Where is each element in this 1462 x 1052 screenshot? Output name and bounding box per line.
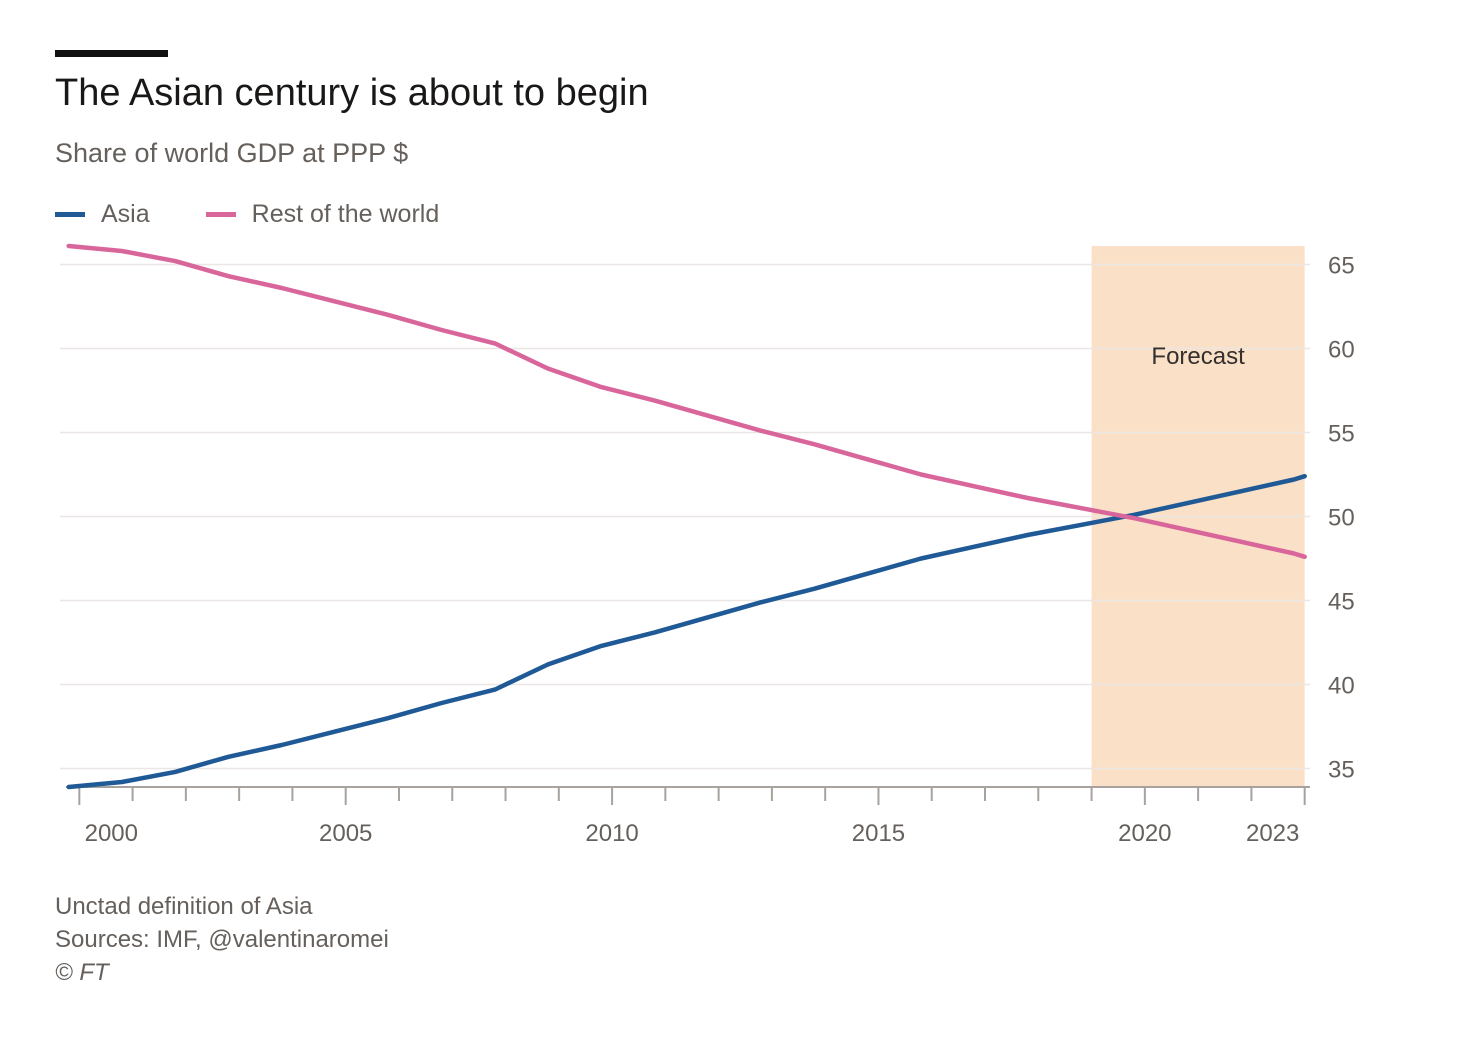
chart-title: The Asian century is about to begin bbox=[55, 72, 649, 114]
y-tick-label-60: 60 bbox=[1328, 336, 1355, 363]
y-tick-label-35: 35 bbox=[1328, 757, 1355, 784]
legend-label-asia: Asia bbox=[101, 199, 150, 228]
footer-note: Unctad definition of Asia bbox=[55, 893, 313, 920]
legend-swatch-rest-of-world bbox=[205, 211, 236, 217]
forecast-label: Forecast bbox=[1151, 343, 1245, 370]
series-line-rest-of-the-world bbox=[66, 243, 1307, 560]
x-tick-label-2020: 2020 bbox=[1118, 820, 1171, 847]
header-rule bbox=[55, 50, 168, 57]
y-tick-label-40: 40 bbox=[1328, 673, 1355, 700]
legend-item-rest-of-world: Rest of the world bbox=[205, 199, 440, 229]
x-tick-label-2010: 2010 bbox=[585, 820, 638, 847]
y-tick-label-65: 65 bbox=[1328, 252, 1355, 279]
y-tick-label-45: 45 bbox=[1328, 589, 1355, 616]
legend-swatch-asia bbox=[55, 211, 85, 217]
legend: Asia Rest of the world bbox=[55, 197, 495, 231]
x-tick-label-2005: 2005 bbox=[319, 820, 372, 847]
x-tick-label-2015: 2015 bbox=[852, 820, 905, 847]
x-tick-label-2023: 2023 bbox=[1246, 820, 1299, 847]
y-tick-label-50: 50 bbox=[1328, 505, 1355, 532]
y-tick-label-55: 55 bbox=[1328, 420, 1355, 447]
footer-copyright: © FT bbox=[55, 959, 109, 986]
x-tick-label-2000: 2000 bbox=[85, 820, 138, 847]
chart-footer: Unctad definition of Asia Sources: IMF, … bbox=[55, 890, 389, 989]
chart-subtitle: Share of world GDP at PPP $ bbox=[55, 138, 409, 168]
legend-item-asia: Asia bbox=[55, 200, 150, 229]
footer-sources: Sources: IMF, @valentinaromei bbox=[55, 926, 389, 953]
legend-label-rest-of-world: Rest of the world bbox=[251, 199, 440, 228]
series-line-asia bbox=[66, 473, 1307, 790]
